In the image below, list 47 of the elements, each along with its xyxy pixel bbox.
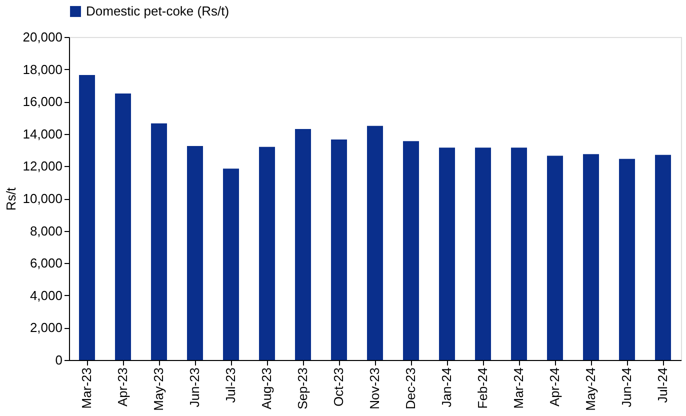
- x-tick-label: Feb-24: [475, 368, 490, 409]
- y-tick-label: 0: [55, 352, 62, 368]
- y-tick-label: 8,000: [30, 223, 62, 238]
- bar: [151, 123, 167, 360]
- bar: [259, 146, 275, 360]
- x-tick-label: Apr-23: [115, 368, 130, 407]
- x-tick-label: Dec-23: [403, 368, 418, 410]
- y-tick-label: 18,000: [22, 62, 62, 77]
- y-tick-label: 14,000: [22, 126, 62, 142]
- bar: [583, 154, 599, 360]
- y-tick-label: 20,000: [22, 30, 62, 44]
- x-tick-label: Jun-23: [187, 368, 202, 408]
- y-tick-label: 10,000: [22, 191, 62, 206]
- x-tick-label: Mar-24: [511, 368, 526, 409]
- bar: [115, 94, 131, 360]
- x-tick-label: Jun-24: [619, 368, 634, 408]
- y-tick-label: 16,000: [22, 94, 62, 110]
- bar: [619, 158, 635, 360]
- bar: [331, 140, 347, 360]
- bar: [511, 148, 527, 360]
- bar: [403, 141, 419, 360]
- bar: [367, 126, 383, 360]
- bar: [187, 146, 203, 360]
- y-axis-title: Rs/t: [4, 187, 19, 211]
- y-tick-label: 6,000: [30, 256, 62, 271]
- bar: [79, 74, 95, 360]
- y-tick-label: 12,000: [22, 158, 62, 174]
- x-tick-label: Apr-24: [547, 368, 562, 407]
- x-tick-label: Jul-24: [655, 368, 670, 403]
- x-tick-label: Aug-23: [259, 368, 274, 410]
- bar: [439, 148, 455, 360]
- bar: [547, 156, 563, 360]
- bar: [655, 154, 671, 360]
- x-tick-label: May-24: [583, 368, 598, 411]
- legend-label: Domestic pet-coke (Rs/t): [86, 4, 230, 18]
- x-tick-label: Oct-23: [331, 368, 346, 407]
- x-tick-label: Sep-23: [295, 368, 310, 410]
- bar: [223, 168, 239, 360]
- x-tick-label: Jul-23: [223, 368, 238, 403]
- x-tick-label: Mar-23: [79, 368, 94, 409]
- y-tick-label: 2,000: [30, 320, 62, 336]
- y-tick-label: 4,000: [30, 288, 62, 303]
- bar: [475, 148, 491, 360]
- bar: [295, 129, 311, 360]
- x-tick-label: Nov-23: [367, 368, 382, 410]
- x-tick-label: Jan-24: [439, 368, 454, 408]
- x-tick-label: May-23: [151, 368, 166, 411]
